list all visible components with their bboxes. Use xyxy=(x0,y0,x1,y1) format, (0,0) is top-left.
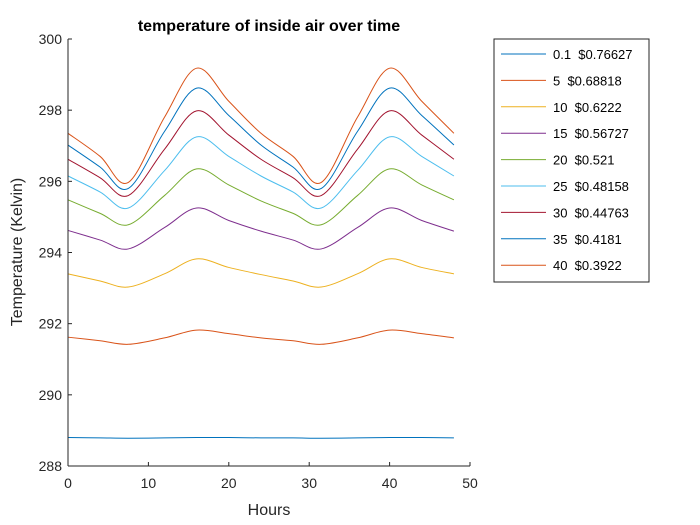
legend-label: 5 $0.68818 xyxy=(553,73,622,88)
y-tick-label: 296 xyxy=(39,173,63,189)
legend-entry: 10 $0.6222 xyxy=(501,100,622,115)
series-line-9 xyxy=(67,67,455,184)
x-tick-label: 40 xyxy=(382,475,398,491)
series-line-6 xyxy=(67,136,455,210)
y-tick-label: 300 xyxy=(39,31,63,47)
legend-box xyxy=(493,38,650,283)
series-line-2 xyxy=(67,329,454,345)
legend-entry: 20 $0.521 xyxy=(501,153,614,168)
series-line-5 xyxy=(67,168,455,226)
legend-entry: 40 $0.3922 xyxy=(501,258,622,273)
legend-label: 0.1 $0.76627 xyxy=(553,47,633,62)
y-tick-label: 298 xyxy=(39,102,63,118)
legend-label: 20 $0.521 xyxy=(553,153,614,168)
legend-entry: 5 $0.68818 xyxy=(501,73,622,88)
legend-entry: 0.1 $0.76627 xyxy=(501,47,633,62)
series-group xyxy=(67,67,455,439)
legend-label: 30 $0.44763 xyxy=(553,205,629,220)
x-tick-label: 50 xyxy=(462,475,478,491)
y-tick-label: 290 xyxy=(39,387,63,403)
axes: 0 10 20 30 40 50 288 290 292 294 296 298 300 xyxy=(39,31,478,491)
y-tick-label: 288 xyxy=(39,458,63,474)
series-line-3 xyxy=(67,258,455,288)
y-tick-label: 292 xyxy=(39,316,63,332)
legend-items: 0.1 $0.76627 5 $0.68818 10 $0.6222 15 $0.56… xyxy=(501,47,633,273)
y-tick-label: 294 xyxy=(39,245,63,261)
legend-label: 15 $0.56727 xyxy=(553,126,629,141)
chart-title: temperature of inside air over time xyxy=(138,18,400,35)
x-axis-label: Hours xyxy=(248,502,291,519)
legend-entry: 35 $0.4181 xyxy=(501,232,622,247)
legend-label: 35 $0.4181 xyxy=(553,232,622,247)
x-tick-label: 20 xyxy=(221,475,237,491)
x-tick-label: 0 xyxy=(64,475,72,491)
series-line-8 xyxy=(67,87,455,191)
legend-label: 10 $0.6222 xyxy=(553,100,622,115)
legend-entry: 30 $0.44763 xyxy=(501,205,629,220)
x-tick-label: 10 xyxy=(141,475,157,491)
plot-background xyxy=(68,39,470,466)
series-line-1 xyxy=(67,436,454,439)
legend-entry: 25 $0.48158 xyxy=(501,179,629,194)
series-line-4 xyxy=(67,207,455,250)
y-axis-label: Temperature (Kelvin) xyxy=(9,178,26,327)
legend-entry: 15 $0.56727 xyxy=(501,126,629,141)
x-tick-label: 30 xyxy=(301,475,317,491)
plot-area: 0 10 20 30 40 50 288 290 292 294 296 298 300 xyxy=(39,31,478,491)
legend-label: 25 $0.48158 xyxy=(553,179,629,194)
legend: 0.1 $0.76627 5 $0.68818 10 $0.6222 15 $0.56… xyxy=(493,38,650,283)
legend-label: 40 $0.3922 xyxy=(553,258,622,273)
series-line-7 xyxy=(67,110,455,197)
